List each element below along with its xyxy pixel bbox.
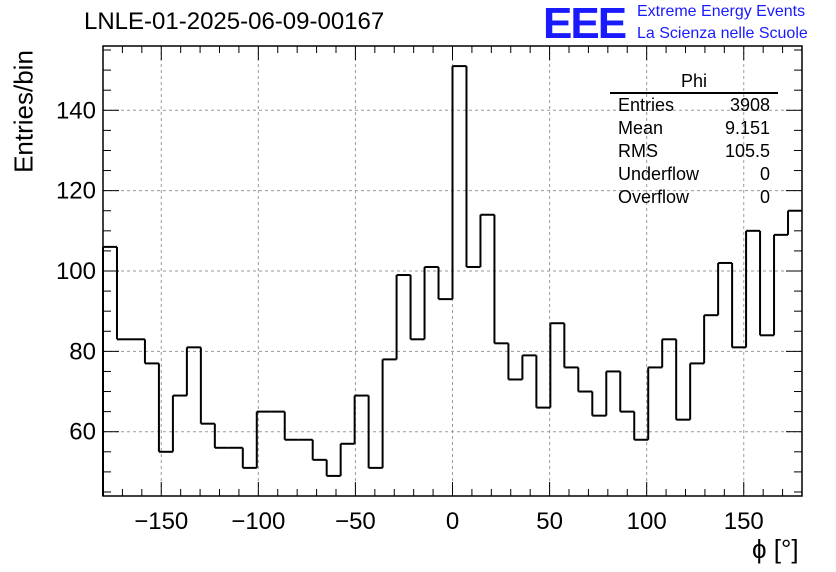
stats-value: 105.5 <box>724 141 770 161</box>
eee-logo: EEE <box>543 0 627 48</box>
y-tick-label: 140 <box>56 97 96 124</box>
x-tick-label: 150 <box>724 508 764 535</box>
stats-row-overflow: Overflow 0 <box>610 186 778 209</box>
x-tick-label: −100 <box>231 508 285 535</box>
stats-key: Mean <box>618 118 664 138</box>
x-tick-label: −50 <box>335 508 376 535</box>
stats-box: Phi Entries 3908 Mean 9.151 RMS 105.5 Un… <box>610 70 778 209</box>
x-axis-label: ϕ [°] <box>752 534 799 564</box>
logo-line-2: La Scienza nelle Scuole <box>637 25 808 42</box>
stats-title: Phi <box>610 70 778 94</box>
chart-title: LNLE-01-2025-06-09-00167 <box>84 8 385 35</box>
stats-key: Overflow <box>618 187 690 207</box>
x-tick-label: 50 <box>536 508 563 535</box>
stats-row-underflow: Underflow 0 <box>610 163 778 186</box>
stats-value: 9.151 <box>724 118 770 138</box>
stats-row-entries: Entries 3908 <box>610 94 778 117</box>
y-tick-label: 100 <box>56 258 96 285</box>
stats-row-rms: RMS 105.5 <box>610 140 778 163</box>
y-tick-label: 60 <box>69 419 96 446</box>
stats-key: Underflow <box>618 164 700 184</box>
x-tick-label: 100 <box>627 508 667 535</box>
y-tick-label: 80 <box>69 338 96 365</box>
stats-row-mean: Mean 9.151 <box>610 117 778 140</box>
y-tick-label: 120 <box>56 178 96 205</box>
y-axis-label: Entries/bin <box>8 50 39 173</box>
stats-value: 3908 <box>729 95 770 115</box>
stats-value: 0 <box>759 164 770 184</box>
stats-key: RMS <box>618 141 658 161</box>
logo-line-1: Extreme Energy Events <box>637 3 806 20</box>
stats-key: Entries <box>618 95 675 115</box>
x-tick-label: 0 <box>446 508 459 535</box>
x-tick-label: −150 <box>134 508 188 535</box>
stats-value: 0 <box>759 187 770 207</box>
